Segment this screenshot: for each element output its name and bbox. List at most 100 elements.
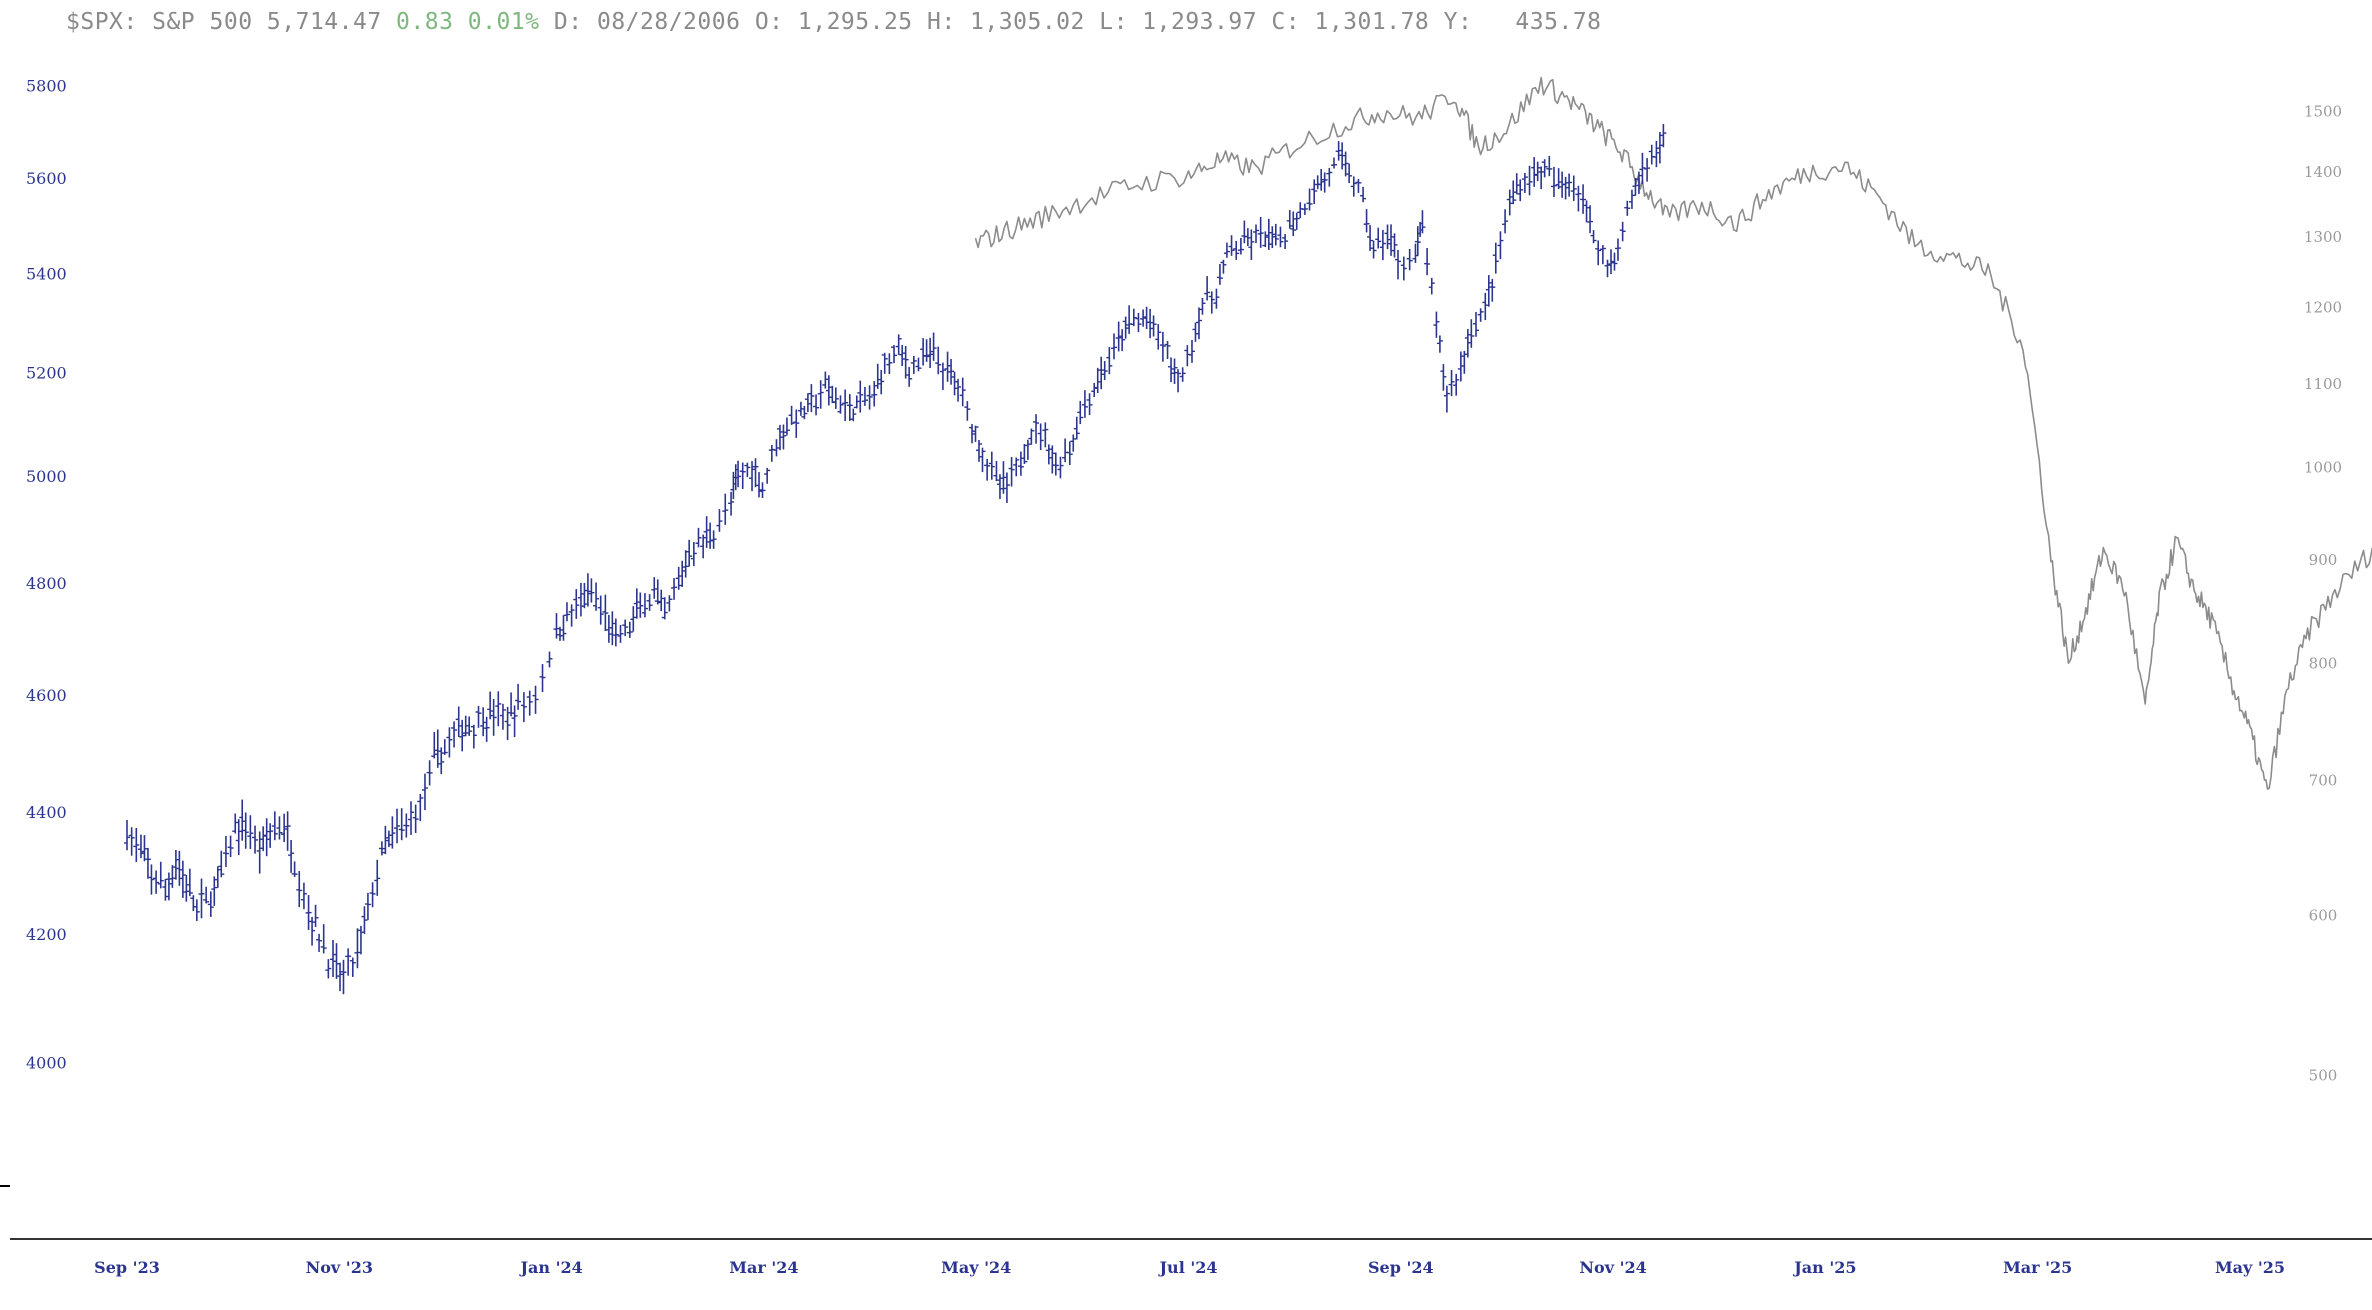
ohlc-bar <box>374 859 381 896</box>
ohlc-bar <box>927 337 934 369</box>
ohlc-bar <box>658 589 665 612</box>
ohlc-bar <box>749 461 756 492</box>
ohlc-bar <box>1575 185 1582 212</box>
ohlc-bar <box>972 425 979 442</box>
ohlc-bar <box>1013 457 1020 477</box>
ohlc-bar <box>483 716 490 742</box>
ohlc-bar <box>739 462 746 489</box>
ohlc-bar <box>369 882 376 908</box>
ohlc-bar <box>490 699 497 736</box>
ohlc-bar <box>955 378 962 402</box>
date-value: 08/28/2006 <box>596 9 741 35</box>
right-tick-label: 1300 <box>2304 228 2342 246</box>
ohlc-bar <box>1632 177 1639 196</box>
ohlc-bar <box>1414 226 1421 256</box>
ohlc-bar <box>1228 235 1235 256</box>
ohlc-bar <box>176 850 183 886</box>
ohlc-bar <box>403 813 410 838</box>
ohlc-bar <box>157 861 164 889</box>
ohlc-bar <box>466 716 473 736</box>
ohlc-bar <box>1195 307 1202 340</box>
ohlc-bar <box>1171 358 1178 384</box>
ohlc-bar <box>588 578 595 603</box>
ohlc-bar <box>1395 249 1402 280</box>
ohlc-bar <box>1213 288 1220 309</box>
ohlc-bar <box>993 461 1000 482</box>
overlay-series <box>974 76 2372 790</box>
ohlc-bar <box>1155 324 1162 350</box>
ohlc-bar <box>944 351 951 382</box>
ohlc-bar <box>837 395 844 414</box>
ohlc-bar <box>260 826 267 852</box>
ohlc-bar <box>568 604 575 627</box>
ohlc-bar <box>421 773 428 811</box>
ohlc-bar <box>633 588 640 619</box>
ohlc-bar <box>378 841 385 856</box>
ohlc-bar <box>1293 212 1300 230</box>
ohlc-bar <box>651 577 658 599</box>
ohlc-bar <box>1485 275 1492 307</box>
ohlc-bar <box>305 895 312 930</box>
ohlc-bar <box>842 389 849 422</box>
ohlc-bar <box>153 870 160 894</box>
ohlc-bar <box>1290 211 1297 237</box>
ohlc-bar <box>959 377 966 407</box>
ohlc-bar <box>846 394 853 421</box>
ohlc-bar <box>1028 428 1035 445</box>
ohlc-bar <box>1286 210 1293 229</box>
ohlc-bar <box>218 850 225 878</box>
left-tick-label: 4600 <box>26 686 67 705</box>
ohlc-bar <box>700 534 707 559</box>
ohlc-bar <box>581 583 588 609</box>
right-price-axis: 500 600 700 800 900 1000 1100 1200 1300 1400 1500 <box>2304 103 2342 1085</box>
ohlc-bar <box>874 363 881 389</box>
ohlc-bar <box>1265 218 1272 250</box>
ohlc-bar <box>716 509 723 532</box>
x-tick-label: Nov '23 <box>306 1258 373 1277</box>
ohlc-bar <box>183 875 190 902</box>
ohlc-bar <box>1644 158 1651 182</box>
ohlc-bar <box>1546 155 1553 177</box>
ohlc-bar <box>850 408 857 422</box>
ohlc-bar <box>252 825 259 854</box>
ohlc-bar <box>1599 245 1606 265</box>
ohlc-bar <box>1619 221 1626 242</box>
ohlc-bar <box>1443 385 1450 413</box>
ohlc-bar <box>1608 249 1615 275</box>
ohlc-bar <box>707 522 714 549</box>
ohlc-bar <box>1233 240 1240 260</box>
ohlc-bar <box>776 424 783 451</box>
ohlc-bar <box>584 573 591 607</box>
ohlc-bar <box>881 352 888 374</box>
ohlc-bar <box>593 582 600 611</box>
ohlc-bar <box>1073 416 1080 440</box>
ohlc-bar <box>1502 209 1509 234</box>
ohlc-bar <box>1360 186 1367 203</box>
ohlc-bar <box>1033 414 1040 444</box>
ohlc-bar <box>1244 228 1251 247</box>
ohlc-bar <box>1257 216 1264 248</box>
ohlc-bar <box>345 948 352 976</box>
ohlc-bar <box>1628 189 1635 209</box>
ohlc-bar <box>1101 361 1108 381</box>
ohlc-bar <box>1143 306 1150 329</box>
left-tick-label: 5200 <box>26 364 67 383</box>
ohlc-bar <box>455 706 462 738</box>
ohlc-bar <box>951 371 958 396</box>
ohlc-bar <box>1091 382 1098 398</box>
left-tick-label: 5800 <box>26 77 67 96</box>
ohlc-bar <box>1517 179 1524 202</box>
ohlc-bar <box>1126 305 1133 334</box>
ohlc-bar <box>271 811 278 841</box>
ohlc-bar <box>1297 202 1304 219</box>
close-value: 1,301.78 <box>1314 9 1430 35</box>
ohlc-bar <box>1042 422 1049 448</box>
ohlc-bar <box>920 338 927 366</box>
ohlc-bar <box>1188 340 1195 363</box>
ohlc-bar <box>1241 220 1248 244</box>
ohlc-bar <box>1269 226 1276 249</box>
ohlc-bar <box>1482 292 1489 321</box>
ohlc-bar <box>417 793 424 822</box>
ohlc-bar <box>462 715 469 737</box>
